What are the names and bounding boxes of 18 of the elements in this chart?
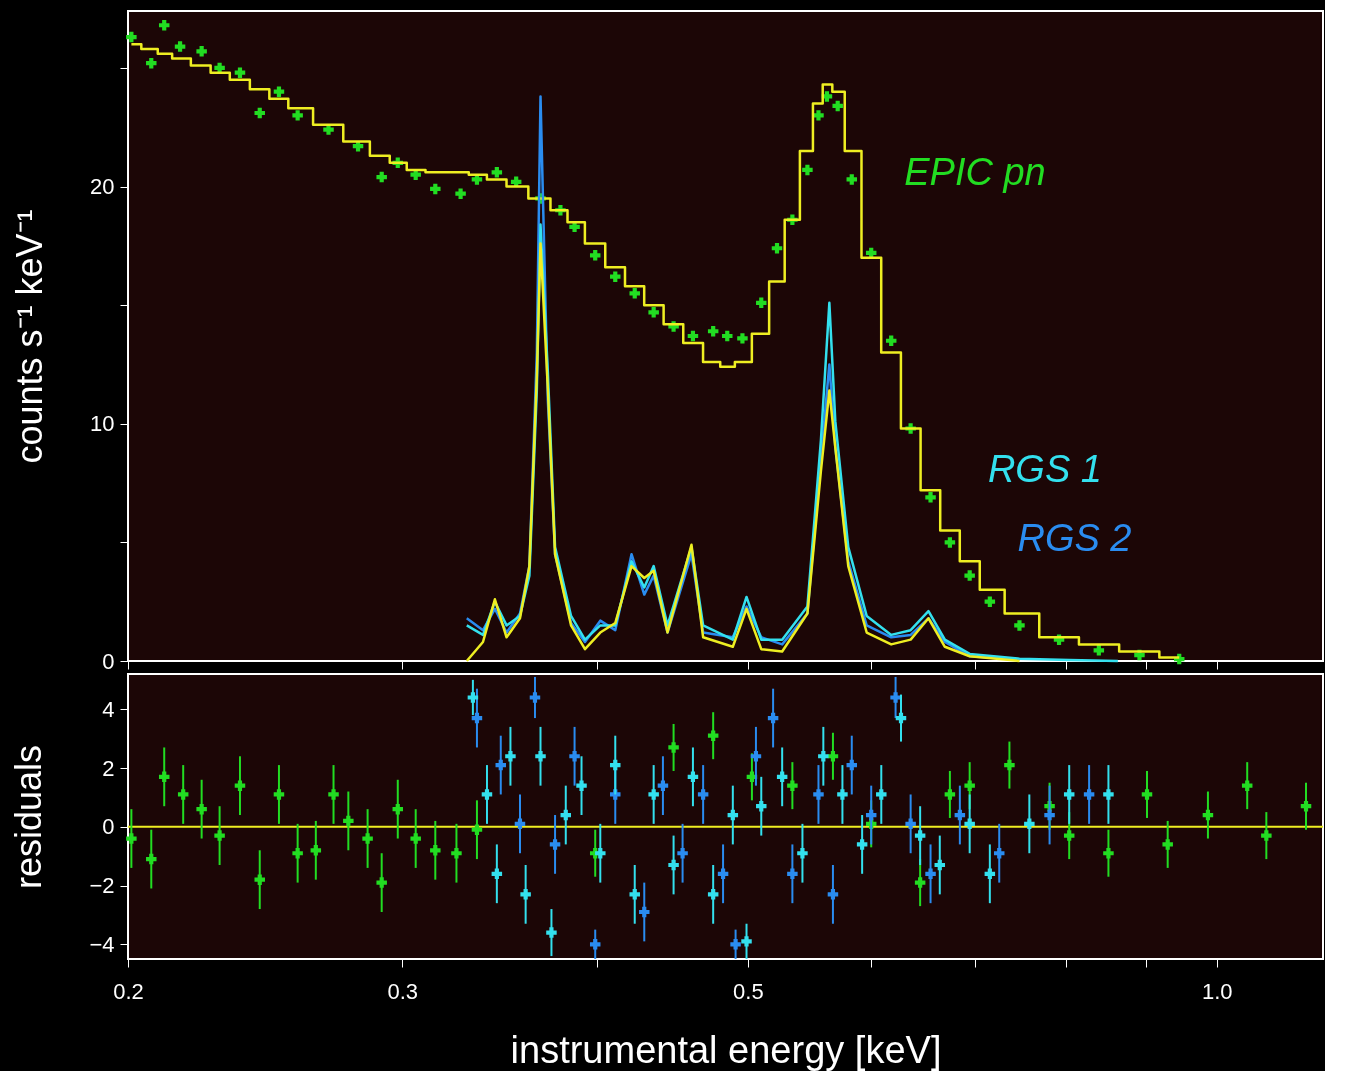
y-tick-label: 0 [102,814,115,840]
y-axis-title: counts s⁻¹ keV⁻¹ [9,209,51,464]
y-tick-label: 10 [90,411,115,437]
x-tick-label: 0.2 [113,978,144,1004]
x-axis-title: instrumental energy [keV] [510,1028,942,1071]
y-tick-label: 20 [90,174,115,200]
y-tick-label: −4 [89,931,115,957]
y-tick-label: 0 [102,648,115,674]
x-tick-label: 1.0 [1201,978,1233,1004]
y-tick-label: −2 [89,873,115,899]
y-tick-label: 2 [102,755,115,781]
text: RGS 2 [1017,516,1132,559]
y-axis-title: residuals [8,744,50,890]
series-label: EPIC pn [904,151,1046,194]
x-tick-label: 0.5 [733,978,764,1004]
y-tick-label: 4 [102,696,115,722]
x-tick-label: 0.3 [387,978,419,1004]
text: RGS 1 [987,448,1102,490]
